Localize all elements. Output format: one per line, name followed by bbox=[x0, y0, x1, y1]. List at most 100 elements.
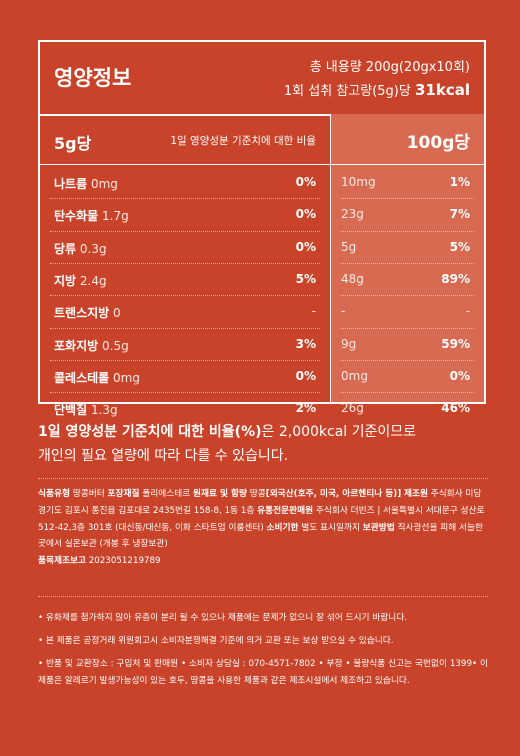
nutrition-facts-panel: 영양정보 총 내용량 200g(20gx10회) 1회 섭취 참고량(5g)당 … bbox=[38, 40, 486, 417]
calories-value: 31kcal bbox=[414, 81, 470, 99]
nutrient-amount: 0.3g bbox=[79, 241, 107, 256]
row-divider bbox=[341, 295, 474, 297]
nutrient-percent: 2% bbox=[295, 401, 316, 416]
notice-item: • 본 제품은 공정거래 위원회고시 소비자분쟁해결 기준에 의거 교환 또는 … bbox=[38, 636, 394, 646]
nutrient-amount-100g: 48g bbox=[341, 271, 364, 286]
manufacturer-value: 주식회사 미담 경기도 김포시 통진읍 김포대로 2435번길 158-8, 1… bbox=[38, 489, 482, 516]
divider-top bbox=[38, 478, 488, 479]
nutrient-percent: 0% bbox=[295, 175, 316, 189]
nutrient-row-100g: 48g 89% bbox=[331, 263, 484, 295]
per-serving-header: 5g당 1일 영양성분 기준치에 대한 비율 bbox=[40, 114, 330, 165]
nutrient-amount: 0 bbox=[113, 306, 121, 321]
packaging-value: 폴리에스테르 bbox=[139, 489, 193, 499]
nutrient-amount-100g: 26g bbox=[341, 401, 364, 416]
nutrient-percent-100g: 7% bbox=[449, 207, 470, 222]
nutrient-name: 단백질 bbox=[54, 403, 88, 418]
nutrient-name: 나트륨 bbox=[54, 177, 88, 191]
manufacturer-key: 제조원 bbox=[403, 489, 428, 499]
nutrient-row-100g: 9g 59% bbox=[331, 328, 484, 360]
nutrient-percent-100g: - bbox=[465, 304, 470, 319]
nutrient-amount-100g: 0mg bbox=[341, 368, 368, 383]
expiry-key: 소비기한 bbox=[266, 522, 299, 533]
row-divider bbox=[341, 230, 474, 232]
nutrient-name-amount: 단백질 1.3g bbox=[54, 401, 118, 418]
expiry-value: 별도 표시일까지 bbox=[298, 522, 363, 533]
product-info: 식품유형 땅콩버터 포장재질 폴리에스테르 원재료 및 함량 땅콩[외국산(호주… bbox=[38, 486, 488, 570]
nutrient-row: 지방 2.4g 5% bbox=[40, 263, 330, 295]
nutrient-percent-100g: 1% bbox=[449, 175, 470, 189]
nutrient-amount: 0mg bbox=[113, 370, 140, 385]
row-divider bbox=[50, 230, 320, 232]
note-line2: 개인의 필요 열량에 따라 다를 수 있습니다. bbox=[38, 448, 289, 464]
nutrient-percent: 3% bbox=[295, 336, 316, 351]
nutrient-row: 트랜스지방 0 - bbox=[40, 295, 330, 327]
nutrient-name-amount: 콜레스테롤 0mg bbox=[54, 369, 140, 386]
nutrient-row-100g: 0mg 0% bbox=[331, 360, 484, 392]
nutrient-percent: 0% bbox=[295, 368, 316, 383]
nutrient-percent-100g: 5% bbox=[449, 239, 470, 254]
nutrient-name-amount: 나트륨 0mg bbox=[54, 175, 118, 192]
nutrient-row-100g: 23g 7% bbox=[331, 198, 484, 230]
nutrient-row-100g: -- bbox=[331, 295, 484, 327]
nutrient-amount: 2.4g bbox=[79, 273, 107, 288]
nutrient-percent: 0% bbox=[295, 239, 316, 254]
serving-calories: 1회 섭취 참고량(5g)당 31kcal bbox=[284, 80, 470, 99]
row-divider bbox=[341, 198, 474, 200]
nutrient-amount-100g: 23g bbox=[341, 207, 364, 222]
food-type-value: 땅콩버터 bbox=[69, 489, 108, 499]
nutrient-name-amount: 당류 0.3g bbox=[54, 240, 107, 257]
storage-value: 직사광선을 피해 서늘한 곳에서 실온보관 (개봉 후 냉장보관) bbox=[38, 522, 483, 550]
storage-key: 보관방법 bbox=[362, 522, 395, 533]
nutrient-name-amount: 트랜스지방 0 bbox=[54, 304, 121, 321]
nutrient-percent: - bbox=[311, 304, 316, 319]
row-divider bbox=[50, 327, 320, 329]
distributor-value: 주식회사 더빈즈 | 서울특별시 서대문구 성산로 512-42,3층 301호… bbox=[38, 505, 485, 533]
food-type-key: 식품유형 bbox=[38, 489, 70, 499]
notice-list: • 유화제를 첨가하지 않아 유층이 분리 될 수 있으나 제품에는 문제가 없… bbox=[38, 610, 488, 690]
nutrient-row: 단백질 1.3g 2% bbox=[40, 392, 330, 424]
nutrient-row: 당류 0.3g 0% bbox=[40, 231, 330, 263]
distributor-key: 유통전문판매원 bbox=[257, 505, 314, 516]
report-number-value: 2023051219789 bbox=[85, 556, 161, 567]
per-100g-column: 100g당 10mg 1% 23g 7% 5g 5% 48g 89% - -9g 59% 0mg 0% 2… bbox=[330, 114, 484, 415]
nutrient-row-100g: 5g 5% bbox=[331, 231, 484, 263]
serving-label: 1회 섭취 참고량(5g)당 bbox=[283, 84, 411, 99]
divider-bottom bbox=[38, 596, 488, 597]
note-rest: 은 2,000kcal 기준이므로 bbox=[261, 424, 417, 440]
nutrient-row: 콜레스테롤 0mg 0% bbox=[40, 360, 330, 392]
nutrient-percent-100g: 0% bbox=[449, 368, 470, 383]
per-100g-unit: 100g당 bbox=[406, 133, 470, 153]
nutrient-row: 포화지방 0.5g 3% bbox=[40, 328, 330, 360]
nutrient-percent: 5% bbox=[295, 271, 316, 286]
ingredients-key: 원재료 및 함량 bbox=[192, 489, 247, 499]
nutrient-name: 트랜스지방 bbox=[54, 306, 110, 321]
nutrient-amount-100g: 10mg bbox=[341, 175, 376, 189]
row-divider bbox=[341, 359, 474, 361]
nutrient-name: 탄수화물 bbox=[54, 209, 99, 224]
note-bold: 1일 영양성분 기준치에 대한 비율(%) bbox=[38, 424, 262, 440]
row-divider bbox=[50, 295, 320, 297]
nutrient-name-amount: 탄수화물 1.7g bbox=[54, 207, 129, 224]
per-serving-column: 5g당 1일 영양성분 기준치에 대한 비율 나트륨 0mg 0% 탄수화물 1.7… bbox=[40, 114, 330, 417]
row-divider bbox=[50, 198, 320, 200]
nutrient-percent-100g: 89% bbox=[441, 271, 470, 286]
nutrition-header: 영양정보 총 내용량 200g(20gx10회) 1회 섭취 참고량(5g)당 … bbox=[40, 42, 484, 116]
daily-value-note: 1일 영양성분 기준치에 대한 비율(%)은 2,000kcal 기준이므로 개… bbox=[38, 420, 488, 468]
nutrient-amount-100g: 9g bbox=[341, 336, 357, 351]
origin-value: [외국산(호주, 미국, 아르헨티나 등)] bbox=[265, 489, 402, 499]
notice-item: • 유화제를 첨가하지 않아 유층이 분리 될 수 있으나 제품에는 문제가 없… bbox=[38, 613, 408, 623]
nutrient-name: 당류 bbox=[54, 241, 77, 256]
nutrient-amount-100g: 5g bbox=[341, 239, 357, 254]
row-divider bbox=[50, 359, 320, 361]
nutrient-amount: 1.7g bbox=[102, 209, 129, 224]
row-divider bbox=[50, 262, 320, 264]
nutrient-name: 지방 bbox=[54, 273, 77, 288]
notice-item: • 반품 및 교환장소 : 구입처 및 판매원 • 소비자 상담실 : 070-… bbox=[38, 659, 488, 686]
row-divider bbox=[50, 392, 320, 394]
nutrition-title: 영양정보 bbox=[54, 66, 132, 90]
nutrient-name-amount: 지방 2.4g bbox=[54, 272, 107, 289]
nutrient-name: 포화지방 bbox=[54, 338, 99, 353]
nutrient-amount-100g: - bbox=[341, 304, 346, 319]
row-divider bbox=[341, 262, 474, 264]
nutrient-amount: 0mg bbox=[90, 177, 118, 191]
